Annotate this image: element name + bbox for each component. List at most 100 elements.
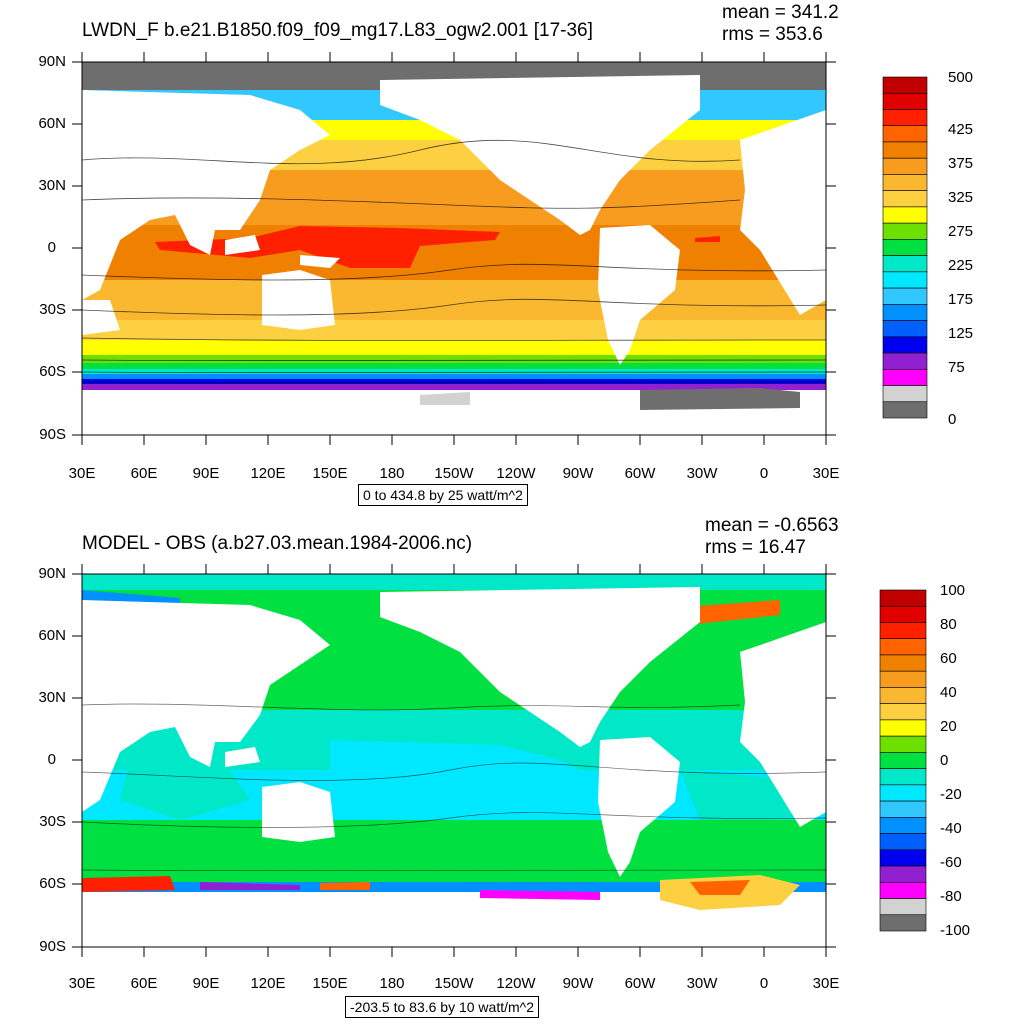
panel1-colorbar-swatch [882, 401, 928, 419]
panel2-lon-tick: 180 [379, 975, 405, 992]
panel2-lon-tick: 150E [312, 975, 348, 992]
panel1-rms: rms = 353.6 [722, 24, 823, 45]
panel1-lat-tick: 60S [39, 363, 66, 380]
panel2-lon-tick: 90E [192, 975, 220, 992]
panel2-colorbar-swatch [879, 638, 927, 656]
panel1-colorbar-swatch [882, 385, 928, 403]
panel1-colorbar-swatch [882, 255, 928, 273]
panel1-colorbar-label: 425 [948, 121, 974, 138]
panel2-lat-tick: 30S [39, 813, 66, 830]
panel2-colorbar-label: 100 [940, 582, 966, 599]
panel2-colorbar-label: -100 [940, 922, 971, 939]
panel2-lon-tick: 60E [130, 975, 158, 992]
panel1-lat-tick: 60N [38, 115, 66, 132]
panel1-colorbar-swatch [882, 174, 928, 191]
panel1-ticks [72, 52, 836, 445]
panel2-colorbar-swatch [879, 865, 927, 883]
panel2-colorbar-label: -60 [940, 854, 962, 871]
panel1-lon-tick: 120E [250, 465, 286, 482]
panel1-lon-tick: 90E [192, 465, 220, 482]
panel1-lat-tick: 30N [38, 177, 66, 194]
panel1-lon-tick: 30W [686, 465, 718, 482]
panel1-colorbar-swatch [882, 109, 928, 127]
panel1-colorbar-label: 375 [948, 155, 974, 172]
panel2-colorbar [879, 589, 927, 932]
panel2-colorbar-label: 80 [940, 616, 957, 633]
panel1-range-label: 0 to 434.8 by 25 watt/m^2 [358, 484, 528, 506]
panel2-colorbar-label: -20 [940, 786, 962, 803]
panel2-colorbar-swatch [879, 833, 927, 851]
panel1-lon-tick: 30E [812, 465, 840, 482]
panel2-colorbar-label: 0 [940, 752, 949, 769]
panel2-field [82, 574, 826, 947]
panel2-colorbar-label: 20 [940, 718, 957, 735]
panel1-lon-tick: 180 [379, 465, 405, 482]
panel2-range-label: -203.5 to 83.6 by 10 watt/m^2 [345, 996, 540, 1018]
panel1-colorbar-swatch [882, 206, 928, 224]
panel1-colorbar-label: 275 [948, 223, 974, 240]
panel1-lat-tick: 30S [39, 301, 66, 318]
panel1-colorbar-swatch [882, 271, 928, 289]
panel2-lon-tick: 30E [812, 975, 840, 992]
panel2-colorbar-label: -80 [940, 888, 962, 905]
panel2-title: MODEL - OBS (a.b27.03.mean.1984-2006.nc) [82, 533, 473, 554]
panel2-lat-tick: 60N [38, 627, 66, 644]
panel1-colorbar-label: 125 [948, 325, 974, 342]
panel2-colorbar-swatch [879, 670, 927, 688]
panel1-colorbar-label: 0 [948, 411, 957, 428]
panel2-colorbar-swatch [879, 898, 927, 916]
panel2-lon-tick: 120W [496, 975, 536, 992]
panel2-colorbar-label: -40 [940, 820, 962, 837]
panel1-colorbar-label: 225 [948, 257, 974, 274]
panel2-colorbar-swatch [879, 849, 927, 867]
panel1-colorbar-label: 325 [948, 189, 974, 206]
panel2-lat-tick: 30N [38, 689, 66, 706]
panel2-colorbar-swatch [879, 752, 927, 769]
panel1-lon-tick: 150W [434, 465, 474, 482]
panel1-lon-tick: 90W [562, 465, 594, 482]
panel2-colorbar-swatch [879, 703, 927, 721]
panel2-lon-tick: 0 [759, 975, 769, 992]
panel1-lon-tick: 30E [68, 465, 96, 482]
panel2-lon-tick: 150W [434, 975, 474, 992]
panel1-lon-tick: 150E [312, 465, 348, 482]
panel1-lat-tick: 90S [39, 426, 66, 443]
panel2-colorbar-swatch [879, 735, 927, 753]
panel1-lon-tick: 0 [759, 465, 769, 482]
panel1-colorbar-swatch [882, 320, 928, 338]
panel1-colorbar-swatch [882, 76, 928, 94]
panel2-lon-tick: 30W [686, 975, 718, 992]
panel1-colorbar-swatch [882, 92, 928, 110]
panel2-lat-tick: 90N [38, 565, 66, 582]
panel2-lon-tick: 90W [562, 975, 594, 992]
panel2-colorbar-swatch [879, 687, 927, 704]
panel2-colorbar-swatch [879, 768, 927, 786]
panel2-colorbar-swatch [879, 622, 927, 640]
panel2-colorbar-label: 40 [940, 684, 957, 701]
panel1-mean: mean = 341.2 [722, 2, 839, 23]
panel2-colorbar-swatch [879, 817, 927, 834]
panel1-colorbar-label: 500 [948, 69, 974, 86]
panel2-lon-tick: 60W [624, 975, 656, 992]
panel1-lon-tick: 60W [624, 465, 656, 482]
panel2-lat-tick: 0 [47, 751, 56, 768]
panel1-colorbar-swatch [882, 125, 928, 143]
panel1-colorbar-swatch [882, 287, 928, 305]
panel2-lat-tick: 60S [39, 875, 66, 892]
panel1-colorbar [882, 76, 928, 419]
panel2-rms: rms = 16.47 [705, 537, 806, 558]
panel1-colorbar-swatch [882, 352, 928, 370]
panel2-colorbar-swatch [879, 589, 927, 607]
panel1-colorbar-label: 75 [948, 359, 965, 376]
panel2-colorbar-swatch [879, 800, 927, 818]
panel2-mean: mean = -0.6563 [705, 515, 839, 536]
panel2-colorbar-swatch [879, 654, 927, 672]
panel2-lon-tick: 120E [250, 975, 286, 992]
panel2-colorbar-swatch [879, 784, 927, 802]
panel1-colorbar-swatch [882, 190, 928, 208]
panel2-lon-tick: 30E [68, 975, 96, 992]
panel2-ticks [72, 564, 836, 957]
panel2-colorbar-swatch [879, 605, 927, 623]
panel2-colorbar-swatch [879, 881, 927, 899]
